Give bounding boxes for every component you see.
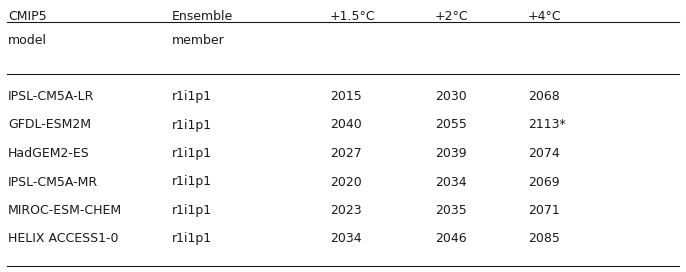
Text: 2027: 2027 bbox=[330, 147, 362, 160]
Text: 2055: 2055 bbox=[435, 119, 467, 131]
Text: r1i1p1: r1i1p1 bbox=[172, 233, 212, 246]
Text: 2113*: 2113* bbox=[528, 119, 566, 131]
Text: 2069: 2069 bbox=[528, 175, 560, 188]
Text: +4°C: +4°C bbox=[528, 10, 562, 23]
Text: 2034: 2034 bbox=[330, 233, 362, 246]
Text: 2020: 2020 bbox=[330, 175, 362, 188]
Text: 2071: 2071 bbox=[528, 204, 560, 217]
Text: model: model bbox=[8, 34, 47, 47]
Text: +2°C: +2°C bbox=[435, 10, 469, 23]
Text: 2015: 2015 bbox=[330, 90, 362, 103]
Text: r1i1p1: r1i1p1 bbox=[172, 90, 212, 103]
Text: Ensemble: Ensemble bbox=[172, 10, 233, 23]
Text: r1i1p1: r1i1p1 bbox=[172, 119, 212, 131]
Text: +1.5°C: +1.5°C bbox=[330, 10, 376, 23]
Text: 2046: 2046 bbox=[435, 233, 466, 246]
Text: 2074: 2074 bbox=[528, 147, 560, 160]
Text: MIROC-ESM-CHEM: MIROC-ESM-CHEM bbox=[8, 204, 122, 217]
Text: 2034: 2034 bbox=[435, 175, 466, 188]
Text: r1i1p1: r1i1p1 bbox=[172, 175, 212, 188]
Text: 2039: 2039 bbox=[435, 147, 466, 160]
Text: IPSL-CM5A-MR: IPSL-CM5A-MR bbox=[8, 175, 98, 188]
Text: member: member bbox=[172, 34, 225, 47]
Text: 2040: 2040 bbox=[330, 119, 362, 131]
Text: 2023: 2023 bbox=[330, 204, 362, 217]
Text: HadGEM2-ES: HadGEM2-ES bbox=[8, 147, 90, 160]
Text: r1i1p1: r1i1p1 bbox=[172, 147, 212, 160]
Text: IPSL-CM5A-LR: IPSL-CM5A-LR bbox=[8, 90, 95, 103]
Text: 2085: 2085 bbox=[528, 233, 560, 246]
Text: HELIX ACCESS1-0: HELIX ACCESS1-0 bbox=[8, 233, 119, 246]
Text: 2030: 2030 bbox=[435, 90, 466, 103]
Text: r1i1p1: r1i1p1 bbox=[172, 204, 212, 217]
Text: 2035: 2035 bbox=[435, 204, 466, 217]
Text: GFDL-ESM2M: GFDL-ESM2M bbox=[8, 119, 91, 131]
Text: CMIP5: CMIP5 bbox=[8, 10, 47, 23]
Text: 2068: 2068 bbox=[528, 90, 560, 103]
